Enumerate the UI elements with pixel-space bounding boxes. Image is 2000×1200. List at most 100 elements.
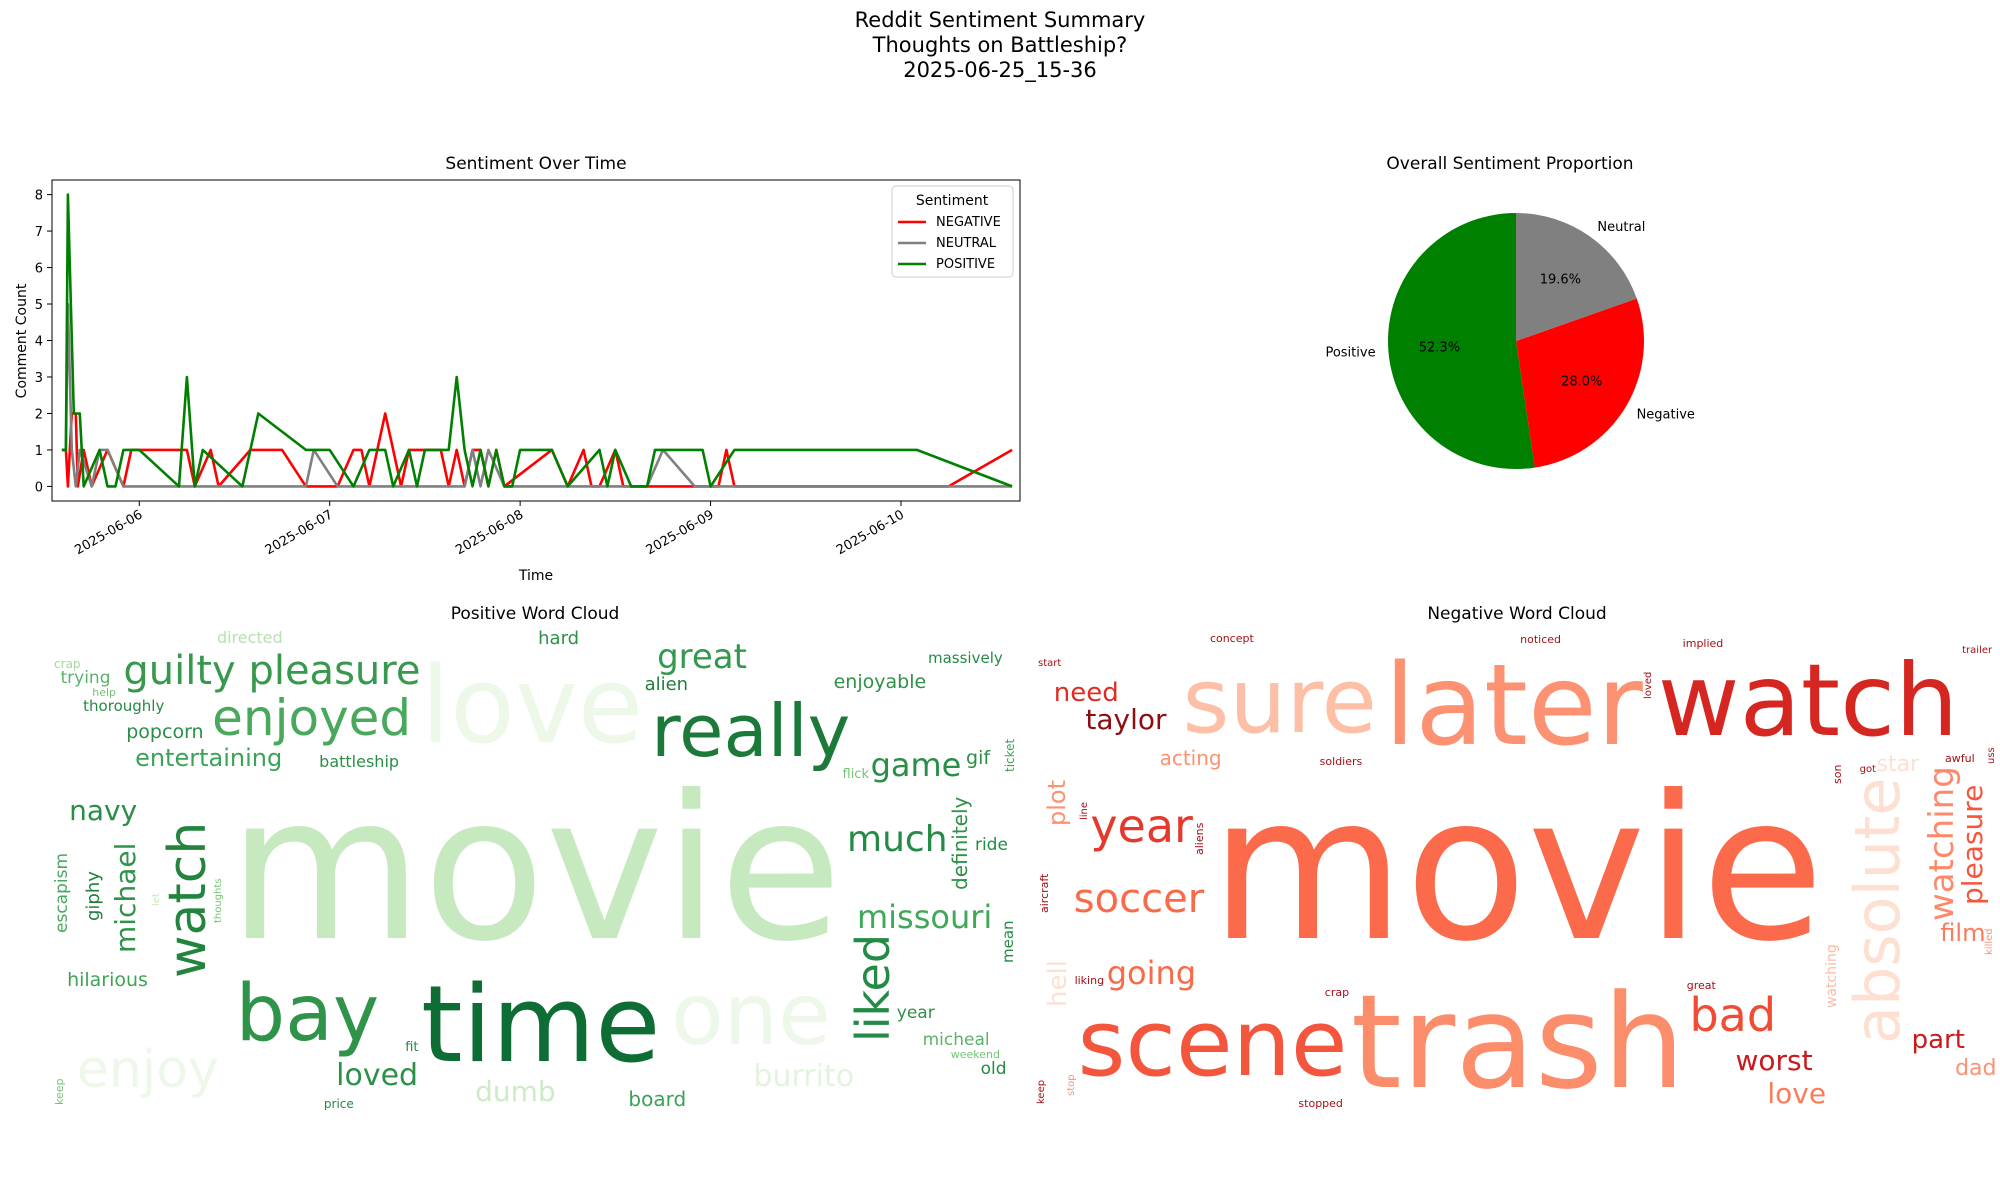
y-tick-label: 7 xyxy=(35,225,43,240)
cloud-word: great xyxy=(1687,980,1716,991)
pie-label-positive: Positive xyxy=(1325,345,1375,360)
cloud-word: ticket xyxy=(1004,739,1016,772)
cloud-word: liked xyxy=(850,934,896,1042)
cloud-word: dad xyxy=(1955,1058,1996,1080)
cloud-word: game xyxy=(871,749,962,781)
cloud-word: stop xyxy=(1067,1074,1077,1096)
y-tick-label: 8 xyxy=(35,189,43,204)
cloud-word: fit xyxy=(405,1041,418,1054)
legend: Sentiment NEGATIVE NEUTRAL POSITIVE xyxy=(892,186,1013,277)
cloud-word: thoroughly xyxy=(83,699,164,714)
cloud-word: loved xyxy=(1644,672,1654,699)
cloud-word: directed xyxy=(217,630,283,646)
cloud-word: movie xyxy=(228,770,842,970)
cloud-word: great xyxy=(657,640,747,674)
x-tick-label: 2025-06-10 xyxy=(834,507,907,558)
series-line-neutral xyxy=(62,304,1012,486)
cloud-word: start xyxy=(1038,659,1061,669)
positive-word-cloud: movie time love one really bay watch enjoyed gui… xyxy=(54,630,1016,1110)
cloud-word: ride xyxy=(975,837,1008,854)
cloud-word: line xyxy=(1080,802,1090,820)
cloud-word: aliens xyxy=(1194,823,1205,855)
cloud-word: star xyxy=(1877,754,1920,776)
y-tick-label: 3 xyxy=(35,371,43,386)
y-axis: 012345678 xyxy=(35,189,52,496)
cloud-word: uss xyxy=(1987,747,1997,764)
x-axis: 2025-06-06 2025-06-07 2025-06-08 2025-06-09… xyxy=(72,501,907,558)
negative-word-cloud: movie trash later watch scene sure absolute soc… xyxy=(1036,630,1998,1110)
cloud-word: hilarious xyxy=(67,971,148,990)
cloud-word: got xyxy=(1860,765,1876,775)
cloud-word: hell xyxy=(1045,960,1071,1007)
pie-label-negative: Negative xyxy=(1637,408,1695,423)
cloud-word: aircraft xyxy=(1039,873,1050,912)
cloud-word: really xyxy=(651,695,850,767)
x-tick-label: 2025-06-08 xyxy=(453,507,526,558)
y-axis-label: Comment Count xyxy=(14,283,30,398)
cloud-word: time xyxy=(421,972,660,1078)
cloud-word: keep xyxy=(1037,1080,1047,1104)
pie-slice-positive xyxy=(1388,213,1535,469)
cloud-word: soccer xyxy=(1074,879,1204,919)
cloud-word: enjoyable xyxy=(834,673,927,692)
x-tick-label: 2025-06-09 xyxy=(644,507,717,558)
cloud-word: price xyxy=(324,1098,354,1110)
cloud-word: part xyxy=(1912,1027,1965,1053)
line-chart-frame xyxy=(52,180,1020,501)
cloud-word: keep xyxy=(54,1079,65,1106)
cloud-word: let xyxy=(152,893,162,906)
cloud-word: watch xyxy=(1658,651,1959,751)
cloud-word: gif xyxy=(966,749,990,768)
cloud-word: enjoyed xyxy=(212,693,411,743)
line-chart: 012345678 2025-06-06 2025-06-07 2025-06-08… xyxy=(14,180,1020,584)
cloud-word: thoughts xyxy=(214,878,224,923)
cloud-word: son xyxy=(1832,764,1843,783)
cloud-word: love xyxy=(1767,1080,1826,1108)
cloud-word: soldiers xyxy=(1320,756,1363,767)
cloud-word: missouri xyxy=(857,901,992,933)
cloud-word: scene xyxy=(1077,998,1347,1090)
pie-pct-neutral: 19.6% xyxy=(1540,272,1581,287)
cloud-word: enjoy xyxy=(77,1044,219,1096)
cloud-word: giphy xyxy=(85,871,103,921)
cloud-word: sure xyxy=(1183,657,1377,747)
x-tick-label: 2025-06-06 xyxy=(72,507,145,558)
cloud-word: alien xyxy=(645,676,689,694)
cloud-word: stopped xyxy=(1298,1098,1343,1109)
legend-label-negative: NEGATIVE xyxy=(936,215,1001,230)
cloud-word: year xyxy=(897,1005,935,1022)
cloud-word: much xyxy=(847,822,948,858)
cloud-word: micheal xyxy=(923,1032,990,1049)
cloud-word: bad xyxy=(1689,992,1776,1038)
cloud-word: escapism xyxy=(54,853,71,933)
pie-label-neutral: Neutral xyxy=(1597,220,1645,235)
pie-chart: 52.3% Positive 28.0% Negative 19.6% Neutral xyxy=(1325,213,1694,469)
cloud-word: killed xyxy=(1985,928,1995,955)
legend-label-neutral: NEUTRAL xyxy=(936,236,997,251)
cloud-word: acting xyxy=(1160,748,1222,768)
y-tick-label: 5 xyxy=(35,298,43,313)
cloud-word: implied xyxy=(1683,638,1724,649)
cloud-word: navy xyxy=(69,797,137,825)
cloud-word: battleship xyxy=(319,754,399,770)
cloud-word: noticed xyxy=(1520,634,1561,645)
cloud-word: taylor xyxy=(1085,706,1166,734)
cloud-word: trailer xyxy=(1962,646,1992,656)
cloud-word: board xyxy=(628,1089,686,1109)
cloud-word: watching xyxy=(1825,945,1839,1009)
cloud-word: movie xyxy=(1210,770,1824,970)
legend-label-positive: POSITIVE xyxy=(936,257,995,272)
cloud-word: definitely xyxy=(950,796,970,889)
cloud-word: film xyxy=(1940,921,1985,945)
cloud-word: watching xyxy=(1925,766,1959,921)
cloud-word: concept xyxy=(1210,633,1254,644)
positive-cloud-title: Positive Word Cloud xyxy=(54,604,1016,624)
cloud-word: trying xyxy=(60,670,110,687)
y-tick-label: 1 xyxy=(35,444,43,459)
cloud-word: hard xyxy=(538,630,579,648)
cloud-word: weekend xyxy=(951,1049,1000,1060)
cloud-word: watch xyxy=(162,822,214,978)
series-line-positive xyxy=(62,195,1012,487)
cloud-word: popcorn xyxy=(126,723,203,742)
cloud-word: massively xyxy=(928,651,1003,666)
